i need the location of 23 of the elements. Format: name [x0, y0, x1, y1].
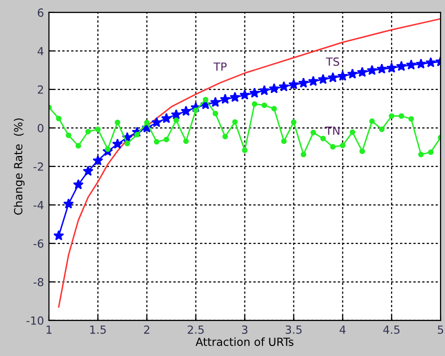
y-tick-label: 6 [38, 8, 44, 17]
x-tick-label: 4.5 [383, 326, 400, 334]
x-tick-label: 4 [340, 326, 346, 334]
x-tick-label: 5 [438, 326, 444, 334]
y-axis-title: Change Rate (%) [14, 118, 25, 215]
y-tick-label: 4 [38, 47, 44, 56]
x-tick-label: 1.5 [90, 326, 106, 334]
x-tick-label: 1 [46, 326, 52, 334]
y-tick-label: -2 [34, 162, 43, 171]
x-tick-label: 3 [242, 325, 248, 334]
y-tick-label: 2 [38, 85, 43, 94]
series-label: TS [326, 57, 340, 66]
y-tick-label: -10 [26, 316, 44, 325]
y-tick-label: -8 [34, 278, 44, 286]
x-tick-label: 2 [144, 325, 150, 334]
y-tick-label: -4 [34, 201, 44, 210]
series-label: TN [325, 126, 340, 135]
y-tick-label: -6 [34, 239, 44, 248]
x-axis-title: Attraction of URTs [196, 337, 294, 346]
series-label: TP [214, 62, 227, 71]
y-tick-label: 0 [38, 124, 44, 132]
x-tick-label: 3.5 [286, 325, 302, 334]
x-tick-label: 2.5 [188, 325, 204, 334]
